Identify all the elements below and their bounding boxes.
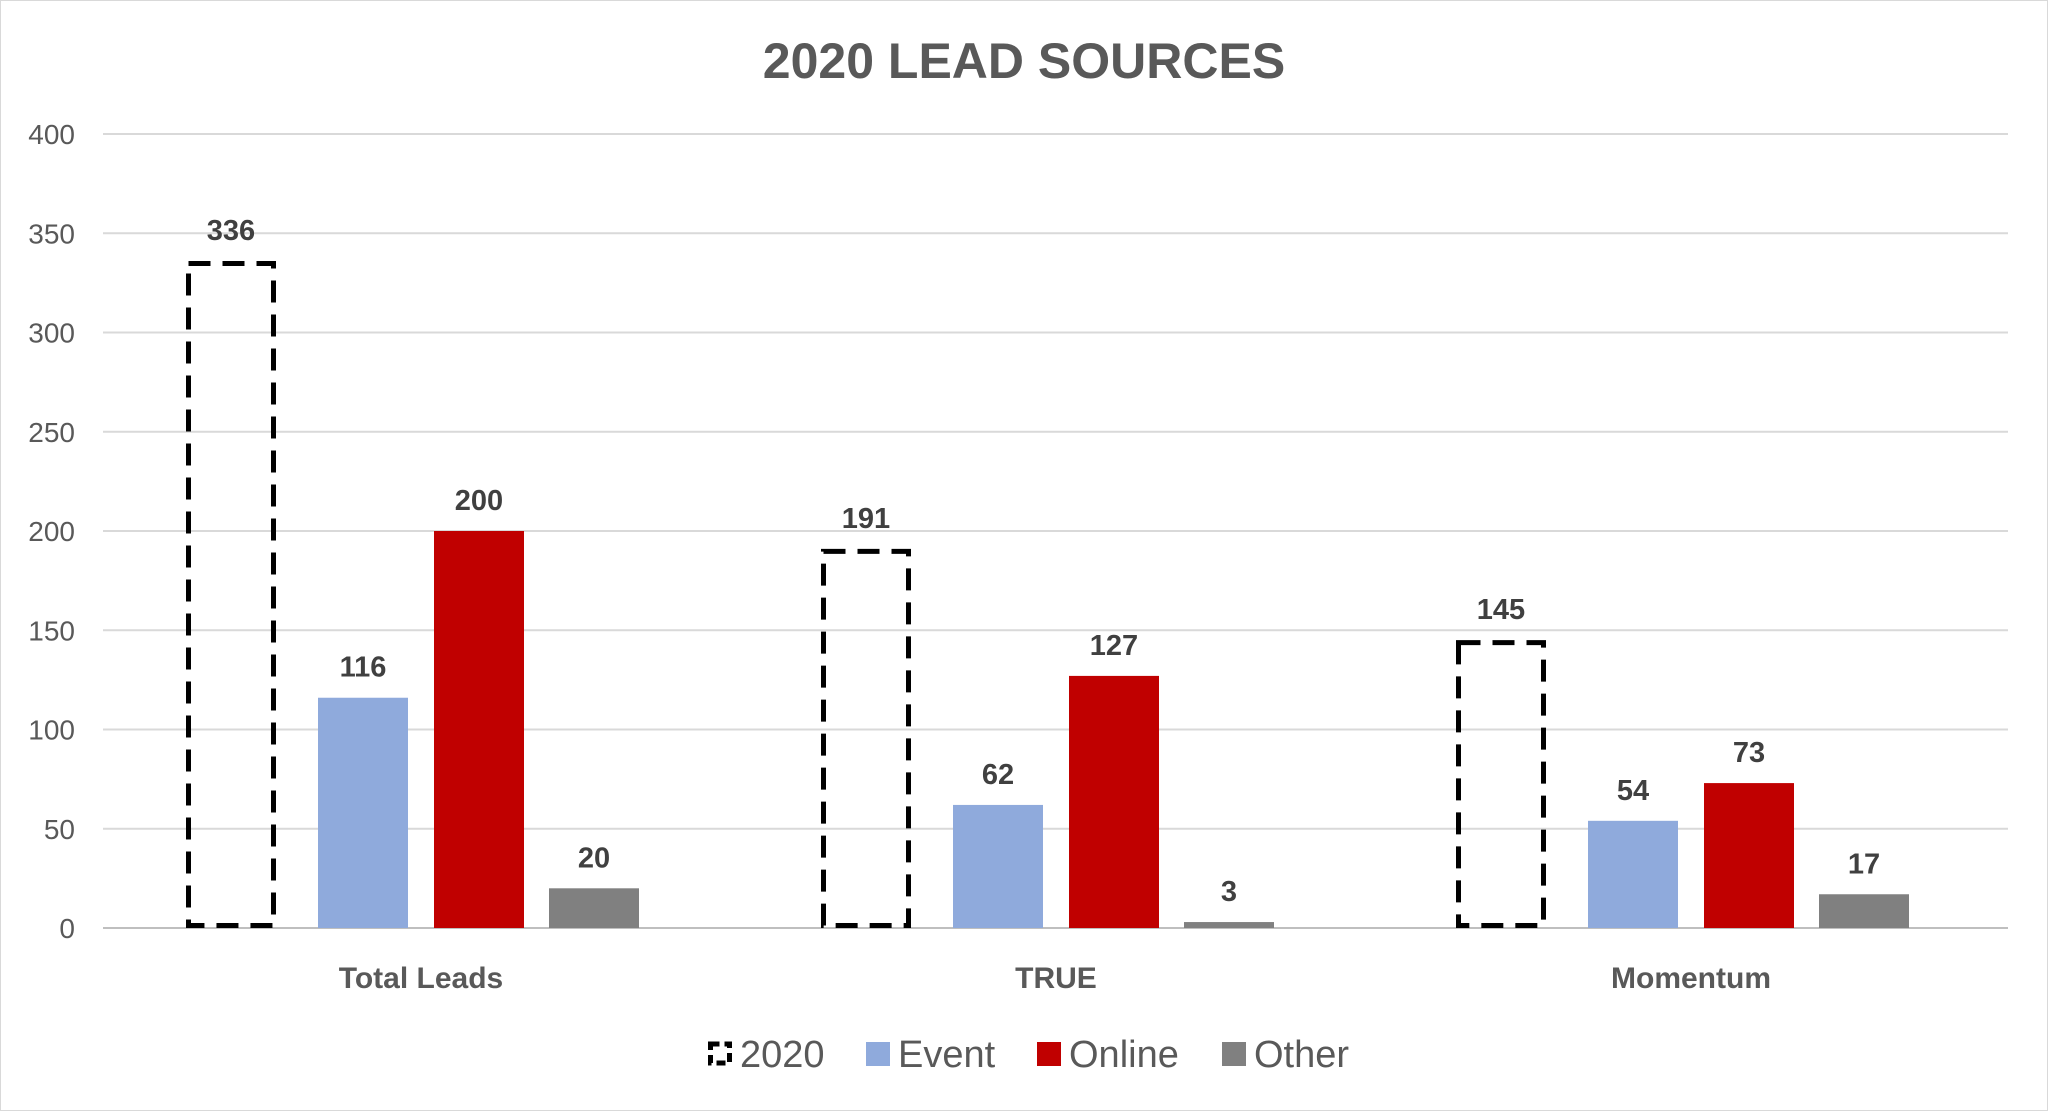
data-label-other-total-leads: 20 (578, 842, 610, 874)
data-label-2020-true: 191 (842, 503, 890, 535)
legend-swatch-online (1037, 1042, 1061, 1066)
bar-other-total-leads (549, 888, 639, 928)
data-label-event-total-leads: 116 (340, 652, 387, 684)
bar-online-true (1069, 675, 1159, 928)
legend-swatch-other (1222, 1042, 1246, 1066)
category-label: Total Leads (339, 962, 503, 995)
y-tick-label: 100 (28, 715, 75, 746)
data-label-online-true: 127 (1090, 630, 1138, 662)
data-labels: 336 116 200 20 191 62 127 3 145 54 73 17 (207, 215, 1880, 908)
y-tick-label: 400 (28, 119, 75, 150)
y-tick-label: 250 (28, 417, 75, 448)
bar-other-momentum (1819, 894, 1909, 928)
category-label: Momentum (1611, 962, 1771, 995)
legend: 2020 Event Online Other (708, 1034, 1349, 1076)
x-axis-categories: Total Leads TRUE Momentum (339, 962, 1771, 995)
bar-2020-true (821, 548, 911, 928)
legend-label-other: Other (1254, 1034, 1349, 1076)
gridlines (103, 133, 2008, 929)
data-label-event-true: 62 (982, 759, 1014, 791)
chart-title: 2020 LEAD SOURCES (763, 33, 1285, 89)
data-label-2020-momentum: 145 (1477, 594, 1525, 626)
y-tick-label: 350 (28, 218, 75, 249)
bar-online-momentum (1704, 783, 1794, 928)
bar-2020-total-leads (186, 261, 276, 929)
bars (186, 261, 1909, 929)
legend-label-event: Event (898, 1034, 996, 1076)
bar-event-total-leads (318, 697, 408, 928)
y-axis-ticks: 0 50 100 150 200 250 300 350 400 (28, 119, 75, 944)
bar-event-true (953, 804, 1043, 928)
legend-label-2020: 2020 (740, 1034, 825, 1076)
data-label-other-momentum: 17 (1848, 848, 1880, 880)
legend-label-online: Online (1069, 1034, 1179, 1076)
bar-online-total-leads (434, 531, 524, 928)
y-tick-label: 150 (28, 615, 75, 646)
data-label-online-momentum: 73 (1733, 737, 1765, 769)
y-tick-label: 50 (44, 814, 75, 845)
data-label-other-true: 3 (1221, 876, 1237, 908)
bar-other-true (1184, 922, 1274, 928)
bar-2020-momentum (1456, 640, 1546, 928)
y-tick-label: 200 (28, 516, 75, 547)
legend-swatch-event (866, 1042, 890, 1066)
data-label-2020-total-leads: 336 (207, 215, 255, 247)
bar-event-momentum (1588, 820, 1678, 928)
y-tick-label: 0 (59, 913, 75, 944)
category-label: TRUE (1015, 962, 1097, 995)
data-label-online-total-leads: 200 (455, 485, 503, 517)
data-label-event-momentum: 54 (1617, 775, 1649, 807)
y-tick-label: 300 (28, 318, 75, 349)
legend-swatch-2020 (708, 1041, 732, 1066)
